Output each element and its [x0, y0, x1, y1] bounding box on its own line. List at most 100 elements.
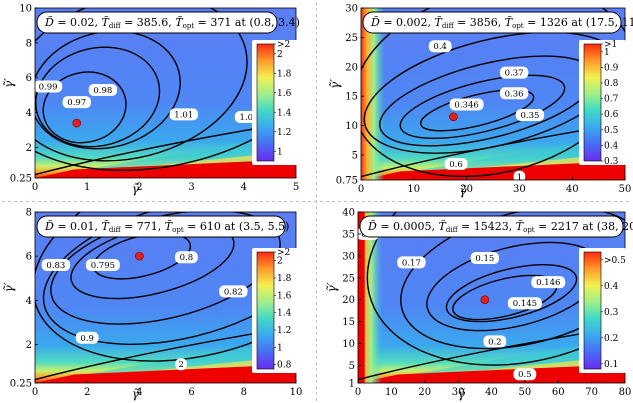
colorbar-tick-label: >2 [277, 248, 290, 258]
title-part: = 15423, [458, 220, 516, 233]
contour-label: 0.6 [449, 160, 463, 170]
title-part: diff [109, 226, 122, 234]
colorbar-tick-label: 0.2 [604, 334, 618, 344]
contour-label-bg [470, 252, 500, 265]
title-part: T̃ [435, 16, 444, 29]
panel-title: D̃ = 0.0005, T̃diff = 15423, T̃opt = 221… [367, 220, 633, 234]
colorbar-tick-label: 0.3 [604, 308, 619, 318]
y-tick-label: 15 [345, 92, 358, 103]
contour-label-bg [41, 258, 71, 271]
contour-label-bg [219, 285, 248, 298]
contour-label: 0.36 [505, 89, 524, 99]
colorbar-tick-label: 2 [277, 257, 283, 267]
contour-label: 2 [178, 360, 183, 370]
panel-title-box [36, 215, 286, 238]
y-tick-label: 8 [26, 38, 32, 49]
colorbar-tick-label: 0.3 [604, 157, 619, 167]
contour-label: 0.795 [91, 261, 115, 271]
colorbar-tick-label: 1.6 [277, 291, 292, 301]
colorbar-tick-label: 1.2 [277, 326, 291, 336]
x-tick-label: 30 [452, 387, 465, 398]
y-axis-label: γ̃′ [325, 282, 339, 292]
colorbar [583, 43, 602, 162]
contour-label: 0.97 [67, 98, 86, 108]
contour-line [35, 8, 296, 171]
colorbar-tick-label: >1 [604, 40, 617, 50]
y-axis-label: γ̃′ [328, 79, 342, 89]
contour-label: 0.83 [46, 261, 65, 271]
colorbar-tick-label: 0.1 [604, 360, 618, 370]
colorbar-tick-label: 0.6 [604, 110, 619, 120]
saturated-region [358, 364, 625, 383]
x-tick-label: 80 [619, 387, 632, 398]
colorbar-tick-label: 0.9 [604, 63, 619, 73]
title-part: diff [446, 226, 459, 234]
saturated-region [358, 212, 365, 383]
x-tick-label: 2 [84, 387, 90, 398]
x-tick-label: 0 [355, 387, 361, 398]
y-axis-label: γ̃′ [2, 282, 16, 292]
colorbar-tick-label: 1 [277, 343, 283, 353]
colorbar-tick-label: 0.4 [604, 282, 619, 292]
contour-label-bg [62, 96, 91, 109]
title-part: D̃ = [44, 220, 70, 233]
title-part: D̃ = [370, 16, 396, 29]
y-tick-label: 8 [26, 208, 32, 219]
x-tick-label: 30 [513, 184, 526, 195]
contour-line [35, 212, 296, 362]
contour-line [35, 46, 161, 148]
contour-label-bg [531, 276, 566, 289]
optimum-marker [480, 295, 490, 304]
x-tick-label: 70 [585, 387, 598, 398]
x-tick-label: 40 [485, 387, 498, 398]
contour-label-bg [507, 297, 542, 310]
contour-label: 0.99 [39, 82, 58, 92]
x-tick-label: 60 [552, 387, 565, 398]
y-tick-label: 4 [26, 296, 32, 307]
x-tick-label: 3 [188, 182, 194, 193]
x-axis-label: γ̃ [458, 387, 466, 401]
x-axis-label: γ̃ [459, 184, 467, 198]
x-tick-label: 50 [619, 184, 632, 195]
title-part: T̃ [439, 220, 448, 233]
title-part: diff [442, 22, 455, 30]
contour-label: 0.346 [454, 100, 478, 110]
colorbar-tick-label: 0.4 [604, 141, 619, 151]
contour-label-bg [428, 40, 452, 53]
panel-title: D̃ = 0.01, T̃diff = 771, T̃opt = 610 at … [44, 220, 289, 234]
y-tick-label: 6 [26, 73, 32, 84]
y-tick-label: 2 [26, 143, 32, 154]
colorbar-tick-label: >0.5 [604, 256, 626, 266]
x-tick-label: 1 [84, 182, 90, 193]
panel-top-right: 0.3460.350.360.370.40.61010203040500.755… [328, 4, 633, 199]
contour-label-bg [515, 109, 545, 122]
x-tick-label: 2 [136, 182, 142, 193]
contour-line [445, 263, 578, 323]
contour-label: 0.4 [433, 42, 447, 52]
colorbar-tick-label: 0.5 [604, 126, 619, 136]
optimum-marker [72, 118, 82, 128]
y-tick-label: 30 [342, 251, 355, 262]
x-tick-label: 10 [407, 184, 420, 195]
panel-bottom-left: 0.795 0.8 0.8 1 0.82 0.83 0.9 2 0 2 4 6 8 10 0.25 2 4 6 8 γ… [2, 208, 303, 402]
x-tick-label: 8 [241, 387, 247, 398]
panel-title-box [362, 11, 622, 34]
panel-top-left: 0.97 0.98 0.99 1.01 1.05 0 1 2 3 4 5 0.25 2 4 6 8 10 γ̃ γ̃… [2, 4, 300, 197]
panel-title: D̃ = 0.002, T̃diff = 3856, T̃opt = 1326 … [370, 16, 633, 30]
x-tick-label: 10 [385, 387, 398, 398]
x-tick-label: 0 [32, 387, 38, 398]
panel-title-box [359, 215, 624, 238]
title-part: T̃ [102, 16, 111, 29]
contour-line [42, 212, 296, 345]
title-part: 0.0005, [393, 220, 438, 233]
x-tick-label: 10 [290, 387, 303, 398]
contour-label: 0.15 [475, 254, 494, 264]
title-part: = 1326 at (17.5, 11.5) [524, 16, 633, 29]
x-axis-label: γ̃ [132, 182, 140, 196]
contour-label: 0.9 [80, 334, 94, 344]
title-part: = 2217 at (38, 20) [535, 220, 633, 233]
title-part: T̃ [165, 220, 174, 233]
heatmap-left-edge [361, 8, 385, 180]
y-tick-label: 25 [345, 33, 358, 44]
